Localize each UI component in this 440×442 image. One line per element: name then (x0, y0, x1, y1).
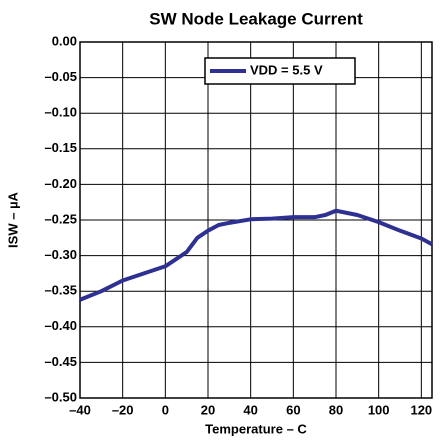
x-tick-label: –20 (112, 402, 134, 417)
x-tick-label: 40 (243, 402, 257, 417)
y-tick-label: –0.15 (44, 140, 77, 155)
y-tick-label: –0.50 (44, 389, 77, 404)
y-tick-label: –0.45 (44, 354, 77, 369)
legend-label: VDD = 5.5 V (250, 62, 323, 77)
y-axis-label: ISW – µA (5, 191, 20, 247)
y-tick-label: –0.30 (44, 247, 77, 262)
x-tick-label: 60 (286, 402, 300, 417)
y-tick-label: –0.40 (44, 318, 77, 333)
y-tick-label: –0.35 (44, 283, 77, 298)
x-tick-label: 100 (368, 402, 390, 417)
y-tick-label: 0.00 (52, 33, 77, 48)
x-tick-label: 20 (201, 402, 215, 417)
y-tick-label: –0.20 (44, 176, 77, 191)
x-axis-label: Temperature – C (205, 421, 307, 436)
y-tick-label: –0.10 (44, 105, 77, 120)
x-tick-label: 80 (329, 402, 343, 417)
x-tick-label: 0 (162, 402, 169, 417)
x-tick-label: –40 (69, 402, 91, 417)
plot-frame (79, 41, 433, 399)
x-tick-label: 120 (410, 402, 432, 417)
chart-title: SW Node Leakage Current (149, 9, 363, 28)
y-tick-label: –0.25 (44, 211, 77, 226)
y-tick-label: –0.05 (44, 69, 77, 84)
data-line (79, 208, 433, 302)
